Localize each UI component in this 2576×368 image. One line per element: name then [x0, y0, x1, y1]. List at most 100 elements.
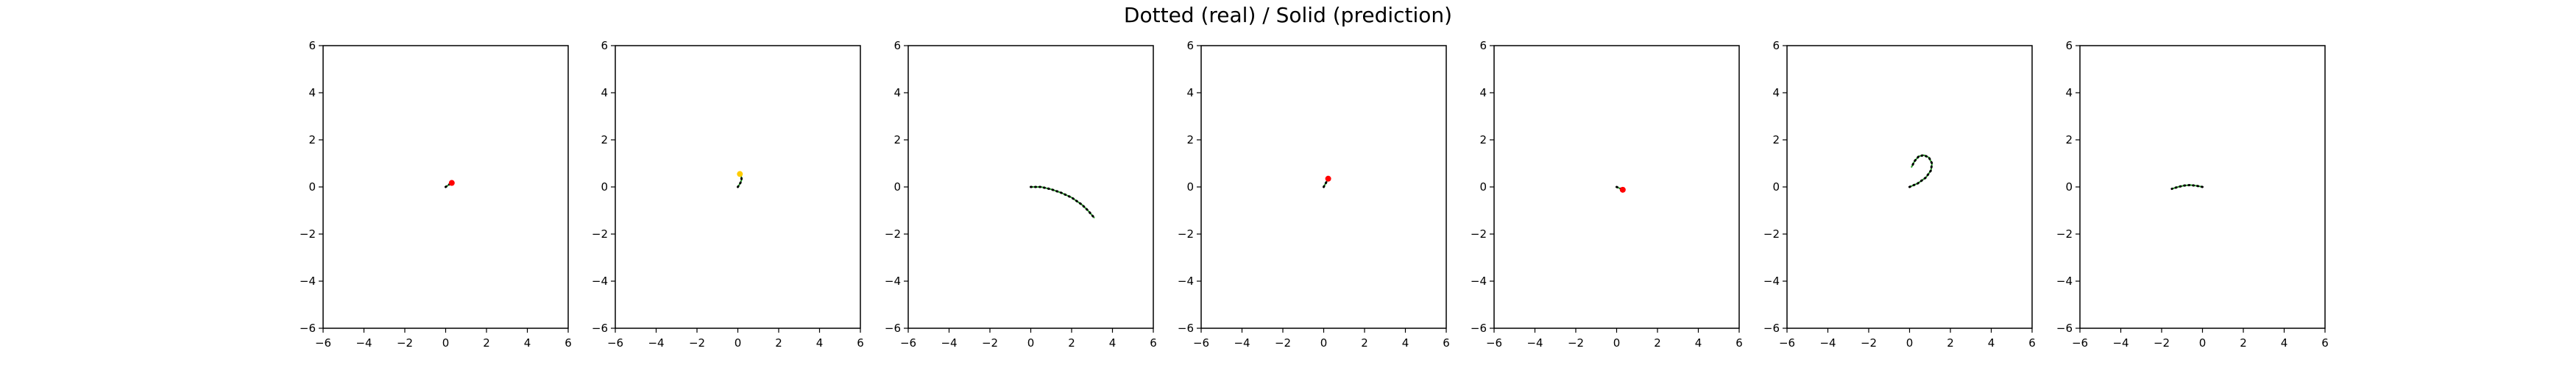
x-tick-label: 4 — [816, 336, 824, 350]
y-tick-label: −6 — [300, 322, 316, 335]
real-trajectory-line — [2170, 183, 2204, 191]
x-tick-label: 0 — [1613, 336, 1621, 350]
y-tick-label: −2 — [2056, 227, 2073, 241]
x-tick-label: −2 — [2154, 336, 2170, 350]
y-tick-label: −4 — [592, 275, 608, 288]
x-tick-label: 0 — [1320, 336, 1328, 350]
subplot-3: −6 −4 −2 0 2 4 6 −6 −4 −2 0 2 4 6 — [885, 39, 1157, 350]
y-tick-label: −2 — [1471, 227, 1487, 241]
y-tick-label: 0 — [1479, 180, 1487, 194]
x-tick-label: −4 — [2112, 336, 2129, 350]
y-tick-label: 0 — [894, 180, 901, 194]
x-tick-label: −2 — [689, 336, 705, 350]
subplot-4: −6 −4 −2 0 2 4 6 −6 −4 −2 0 2 4 6 — [1178, 39, 1450, 350]
y-tick-label: −4 — [2056, 275, 2073, 288]
y-tick-label: 2 — [601, 133, 608, 146]
y-tick-label: −6 — [592, 322, 608, 335]
x-tick-label: 2 — [775, 336, 782, 350]
x-tick-label: 6 — [1443, 336, 1450, 350]
x-tick-label: 4 — [524, 336, 531, 350]
x-tick-label: −2 — [982, 336, 998, 350]
x-tick-label: −4 — [1819, 336, 1836, 350]
y-tick-label: −2 — [1763, 227, 1780, 241]
y-tick-label: 2 — [1186, 133, 1194, 146]
y-tick-label: 0 — [1772, 180, 1780, 194]
predicted-trajectory-line — [1030, 186, 1095, 219]
x-tick-label: 2 — [1947, 336, 1954, 350]
subplot-7: −6 −4 −2 0 2 4 6 −6 −4 −2 0 2 4 6 — [2056, 39, 2329, 350]
x-tick-label: −6 — [315, 336, 331, 350]
y-tick-label: 6 — [601, 39, 608, 52]
real-trajectory-line — [1908, 154, 1933, 188]
x-tick-label: −2 — [1275, 336, 1291, 350]
x-tick-label: 4 — [1695, 336, 1702, 350]
x-tick-label: 6 — [2321, 336, 2329, 350]
y-tick-label: 4 — [1186, 86, 1194, 99]
x-tick-label: 0 — [735, 336, 742, 350]
y-tick-label: −6 — [885, 322, 901, 335]
y-tick-label: 4 — [308, 86, 316, 99]
x-tick-label: −6 — [900, 336, 916, 350]
y-tick-label: 4 — [1772, 86, 1780, 99]
x-tick-label: 4 — [1988, 336, 1995, 350]
x-tick-label: 0 — [1027, 336, 1035, 350]
x-tick-label: −2 — [1568, 336, 1584, 350]
y-tick-label: 6 — [308, 39, 316, 52]
y-tick-label: 6 — [894, 39, 901, 52]
end-point-marker — [448, 180, 455, 186]
x-tick-label: −4 — [1234, 336, 1250, 350]
real-trajectory-line — [1030, 185, 1095, 219]
y-tick-label: −6 — [1178, 322, 1194, 335]
x-tick-label: −6 — [1779, 336, 1795, 350]
y-tick-label: −2 — [885, 227, 901, 241]
x-tick-label: −4 — [1526, 336, 1543, 350]
y-tick-label: −4 — [300, 275, 316, 288]
x-tick-label: −4 — [648, 336, 664, 350]
x-tick-label: −6 — [2072, 336, 2088, 350]
x-tick-label: −4 — [355, 336, 372, 350]
y-tick-label: 2 — [1479, 133, 1487, 146]
y-tick-label: 0 — [2065, 180, 2073, 194]
y-tick-label: 6 — [2065, 39, 2073, 52]
x-tick-label: 2 — [1068, 336, 1075, 350]
x-tick-label: 4 — [1402, 336, 1409, 350]
x-tick-label: 4 — [2281, 336, 2288, 350]
x-tick-label: 0 — [2199, 336, 2207, 350]
x-tick-label: 6 — [565, 336, 572, 350]
subplot-5: −6 −4 −2 0 2 4 6 −6 −4 −2 0 2 4 6 — [1471, 39, 1743, 350]
x-tick-label: −6 — [607, 336, 623, 350]
x-tick-label: 2 — [483, 336, 490, 350]
y-tick-label: −4 — [1471, 275, 1487, 288]
y-tick-label: −6 — [1763, 322, 1780, 335]
end-point-marker — [737, 171, 743, 177]
y-tick-label: −2 — [300, 227, 316, 241]
y-tick-label: −4 — [885, 275, 901, 288]
x-tick-label: 0 — [442, 336, 450, 350]
subplot-1: −6 −4 −2 0 2 4 6 −6 −4 −2 0 2 4 6 — [300, 39, 572, 350]
end-point-marker — [1619, 186, 1626, 193]
predicted-trajectory-line — [1908, 154, 1933, 188]
x-tick-label: −4 — [941, 336, 957, 350]
y-tick-label: 2 — [1772, 133, 1780, 146]
x-tick-label: −6 — [1486, 336, 1502, 350]
figure-title: Dotted (real) / Solid (prediction) — [1123, 3, 1453, 27]
x-tick-label: −2 — [1861, 336, 1877, 350]
y-tick-label: 4 — [601, 86, 608, 99]
x-tick-label: 0 — [1906, 336, 1914, 350]
subplot-2: −6 −4 −2 0 2 4 6 −6 −4 −2 0 2 4 6 — [592, 39, 864, 350]
y-tick-label: −4 — [1763, 275, 1780, 288]
y-tick-label: 2 — [2065, 133, 2073, 146]
x-tick-label: 2 — [2240, 336, 2247, 350]
subplot-6: −6 −4 −2 0 2 4 6 −6 −4 −2 0 2 4 6 — [1763, 39, 2036, 350]
y-tick-label: 0 — [308, 180, 316, 194]
y-tick-label: 4 — [894, 86, 901, 99]
end-point-marker — [1325, 175, 1331, 182]
y-tick-label: 6 — [1772, 39, 1780, 52]
y-tick-label: 4 — [1479, 86, 1487, 99]
x-tick-label: 6 — [2028, 336, 2036, 350]
x-tick-label: 6 — [1735, 336, 1743, 350]
x-tick-label: −2 — [397, 336, 413, 350]
x-tick-label: −6 — [1193, 336, 1209, 350]
x-tick-label: 4 — [1109, 336, 1117, 350]
